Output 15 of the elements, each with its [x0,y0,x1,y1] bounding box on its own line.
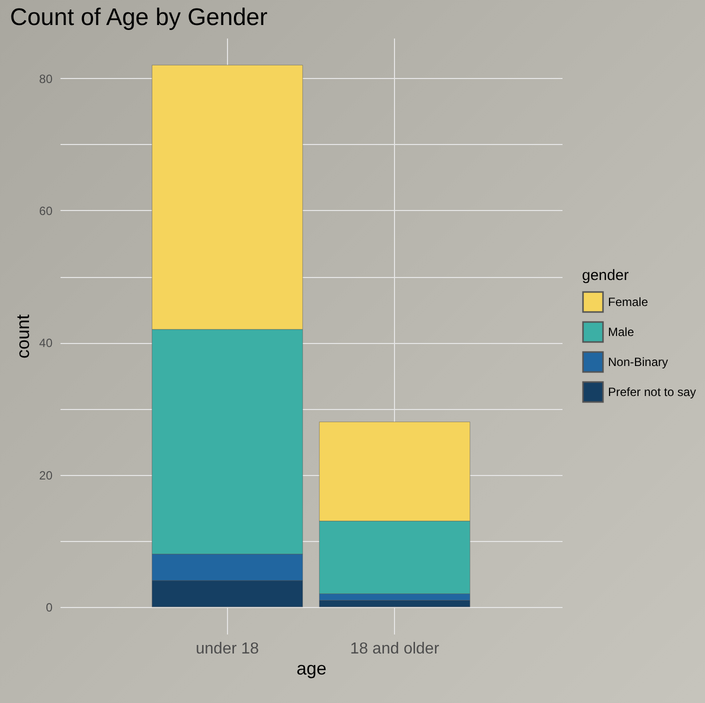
y-axis-title: count [13,314,34,359]
y-tick-label: 80 [39,72,53,86]
x-tick-label: under 18 [196,640,260,658]
legend-label: Non-Binary [608,355,668,369]
legend-label: Female [608,295,648,309]
legend-label: Prefer not to say [608,385,696,399]
y-tick-label: 20 [39,468,53,482]
x-tick-label: 18 and older [350,640,440,658]
legend-title: gender [582,267,629,284]
legend-label: Male [608,325,634,339]
y-tick-label: 40 [39,336,53,350]
y-tick-label: 0 [46,600,53,614]
y-tick-label: 60 [39,204,53,218]
chart-title: Count of Age by Gender [10,4,268,31]
x-axis-title: age [296,658,327,678]
